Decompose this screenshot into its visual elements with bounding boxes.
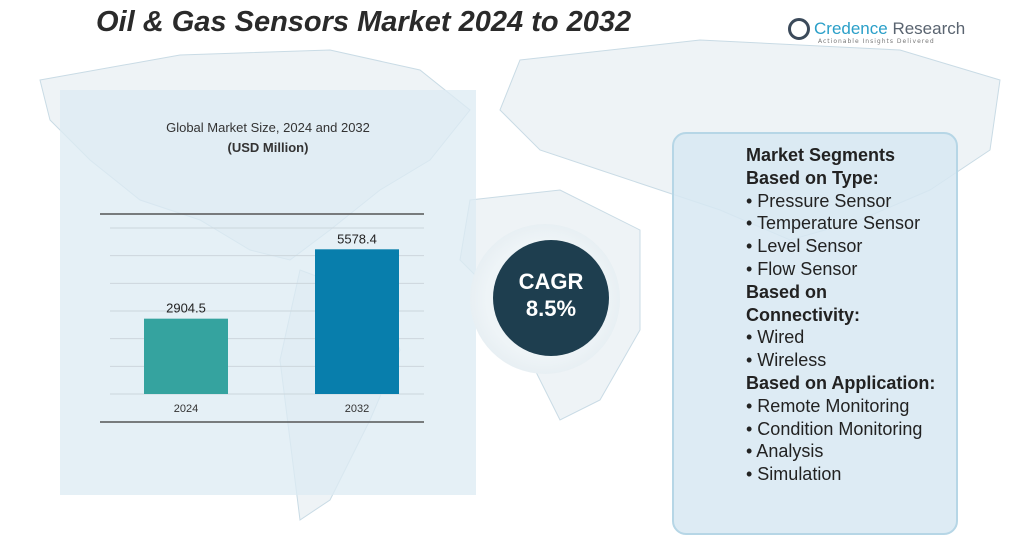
chart-subtitle: (USD Million) xyxy=(227,140,309,155)
segments-heading: Market Segments xyxy=(746,145,896,165)
segment-item: • Wireless xyxy=(746,350,827,371)
data-label: 2904.5 xyxy=(166,301,206,316)
segment-group-title: Based on Type: xyxy=(746,167,879,188)
x-tick-label: 2032 xyxy=(345,403,369,415)
chart-panel: Global Market Size, 2024 and 2032 (USD M… xyxy=(60,90,476,495)
segment-group-title: Based on Application: xyxy=(746,372,936,393)
cagr-badge: CAGR 8.5% xyxy=(493,240,609,356)
segment-groups: Based on Type: • Pressure Sensor • Tempera… xyxy=(746,167,956,486)
cagr-label: CAGR xyxy=(518,269,584,294)
bar-2024 xyxy=(144,318,228,394)
logo-tagline: Actionable Insights Delivered xyxy=(818,38,935,45)
data-label: 5578.4 xyxy=(337,231,377,246)
logo-name-b: Research xyxy=(887,19,966,38)
credence-research-logo: Credence Research Actionable Insights De… xyxy=(788,18,965,45)
segment-item: • Analysis xyxy=(746,441,824,462)
logo-text: Credence Research xyxy=(814,19,965,39)
page-title: Oil & Gas Sensors Market 2024 to 2032 xyxy=(96,6,632,38)
segment-item: • Remote Monitoring xyxy=(746,395,910,416)
segment-item: • Pressure Sensor xyxy=(746,190,892,211)
x-tick-label: 2024 xyxy=(174,403,198,415)
segment-item: • Simulation xyxy=(746,464,842,485)
segment-item: • Wired xyxy=(746,327,805,348)
chart-title: Global Market Size, 2024 and 2032 xyxy=(166,120,370,135)
market-segments-panel: Market Segments Based on Type: • Pressure… xyxy=(672,132,958,535)
segment-group-title: Based on Connectivity: xyxy=(746,281,861,325)
segment-item: • Condition Monitoring xyxy=(746,418,923,439)
segment-item: • Flow Sensor xyxy=(746,258,858,279)
logo-name-a: Credence xyxy=(814,19,888,38)
bar-2032 xyxy=(315,249,399,394)
cagr-value: 8.5% xyxy=(525,296,577,321)
segment-item: • Level Sensor xyxy=(746,236,863,257)
segment-item: • Temperature Sensor xyxy=(746,213,921,234)
logo-chart-icon xyxy=(788,18,810,40)
bar-chart: 2904.5 2024 5578.4 2032 xyxy=(100,213,424,423)
